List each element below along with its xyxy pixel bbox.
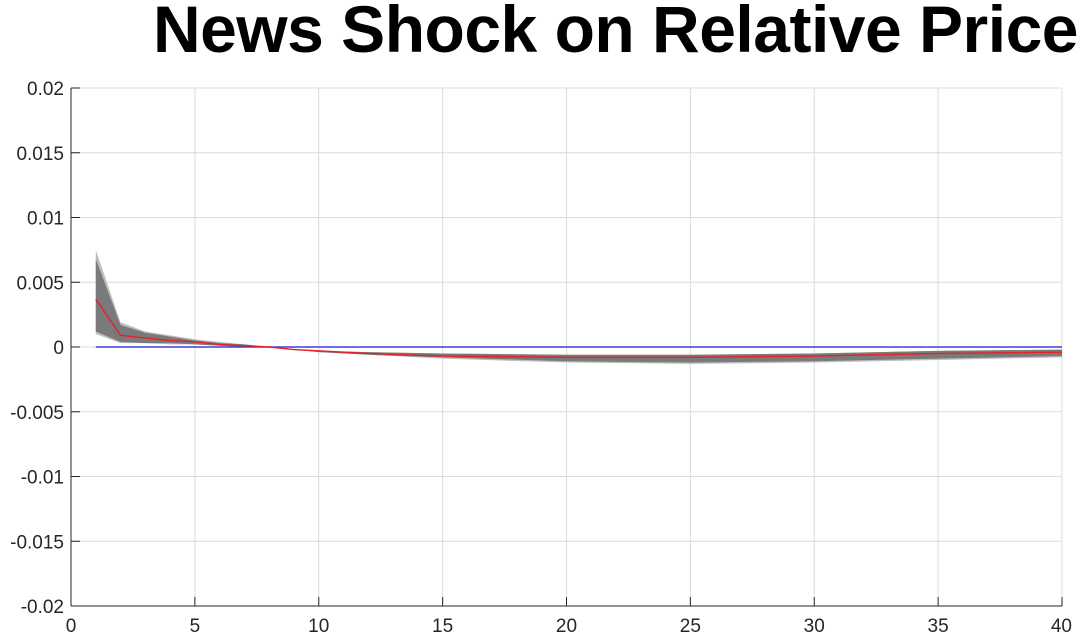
x-tick-label: 40	[1051, 616, 1072, 635]
x-tick-label: 0	[66, 616, 77, 635]
series-lines	[95, 298, 1063, 359]
x-tick-label: 35	[928, 616, 949, 635]
y-tick-label: -0.01	[21, 468, 64, 489]
x-tick-label: 10	[308, 616, 329, 635]
y-tick-label: -0.015	[10, 532, 64, 553]
confidence-bands	[95, 249, 1062, 364]
x-tick-label: 15	[432, 616, 453, 635]
median-response-line	[95, 298, 1063, 359]
axes	[70, 87, 1063, 607]
x-tick-label: 20	[556, 616, 577, 635]
chart-title: News Shock on Relative Price	[152, 0, 1079, 66]
y-tick-label: 0.005	[16, 273, 64, 294]
inner-confidence-band	[95, 258, 1062, 363]
y-tick-label: -0.005	[10, 403, 64, 424]
x-tick-label: 25	[680, 616, 701, 635]
y-tick-label: 0	[53, 338, 64, 359]
y-tick-label: -0.02	[21, 597, 64, 618]
tick-labels: 0.02 0.015 0.01 0.005 0 -0.005 -0.01 -0.015 -0.0…	[10, 79, 1072, 635]
y-tick-label: 0.015	[16, 144, 64, 165]
y-tick-label: 0.02	[27, 79, 64, 100]
y-tick-label: 0.01	[27, 209, 64, 230]
x-tick-label: 30	[804, 616, 825, 635]
x-tick-label: 5	[190, 616, 201, 635]
